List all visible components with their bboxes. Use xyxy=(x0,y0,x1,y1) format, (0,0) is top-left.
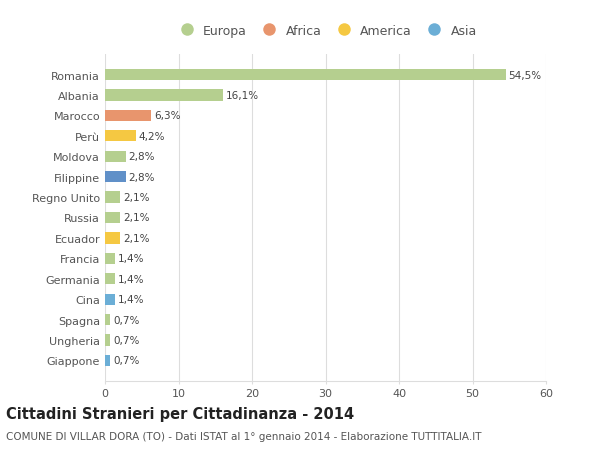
Text: 54,5%: 54,5% xyxy=(509,71,542,80)
Text: 0,7%: 0,7% xyxy=(113,356,139,365)
Bar xyxy=(105,213,121,224)
Text: 2,8%: 2,8% xyxy=(128,152,155,162)
Bar xyxy=(105,274,115,285)
Bar xyxy=(105,172,125,183)
Bar xyxy=(105,233,121,244)
Text: 0,7%: 0,7% xyxy=(113,315,139,325)
Text: Cittadini Stranieri per Cittadinanza - 2014: Cittadini Stranieri per Cittadinanza - 2… xyxy=(6,406,354,421)
Bar xyxy=(105,192,121,203)
Bar xyxy=(105,335,110,346)
Bar xyxy=(105,70,506,81)
Bar xyxy=(105,314,110,325)
Text: 1,4%: 1,4% xyxy=(118,254,145,264)
Bar xyxy=(105,131,136,142)
Text: 6,3%: 6,3% xyxy=(154,111,181,121)
Bar xyxy=(105,355,110,366)
Text: 2,1%: 2,1% xyxy=(124,193,150,203)
Text: 2,8%: 2,8% xyxy=(128,172,155,182)
Legend: Europa, Africa, America, Asia: Europa, Africa, America, Asia xyxy=(172,22,479,40)
Bar xyxy=(105,111,151,122)
Text: 1,4%: 1,4% xyxy=(118,295,145,304)
Bar xyxy=(105,90,223,101)
Text: 2,1%: 2,1% xyxy=(124,233,150,243)
Bar xyxy=(105,151,125,162)
Text: 4,2%: 4,2% xyxy=(139,132,166,141)
Bar xyxy=(105,294,115,305)
Text: 0,7%: 0,7% xyxy=(113,335,139,345)
Text: 16,1%: 16,1% xyxy=(226,91,259,101)
Text: 1,4%: 1,4% xyxy=(118,274,145,284)
Text: 2,1%: 2,1% xyxy=(124,213,150,223)
Text: COMUNE DI VILLAR DORA (TO) - Dati ISTAT al 1° gennaio 2014 - Elaborazione TUTTIT: COMUNE DI VILLAR DORA (TO) - Dati ISTAT … xyxy=(6,431,482,442)
Bar xyxy=(105,253,115,264)
